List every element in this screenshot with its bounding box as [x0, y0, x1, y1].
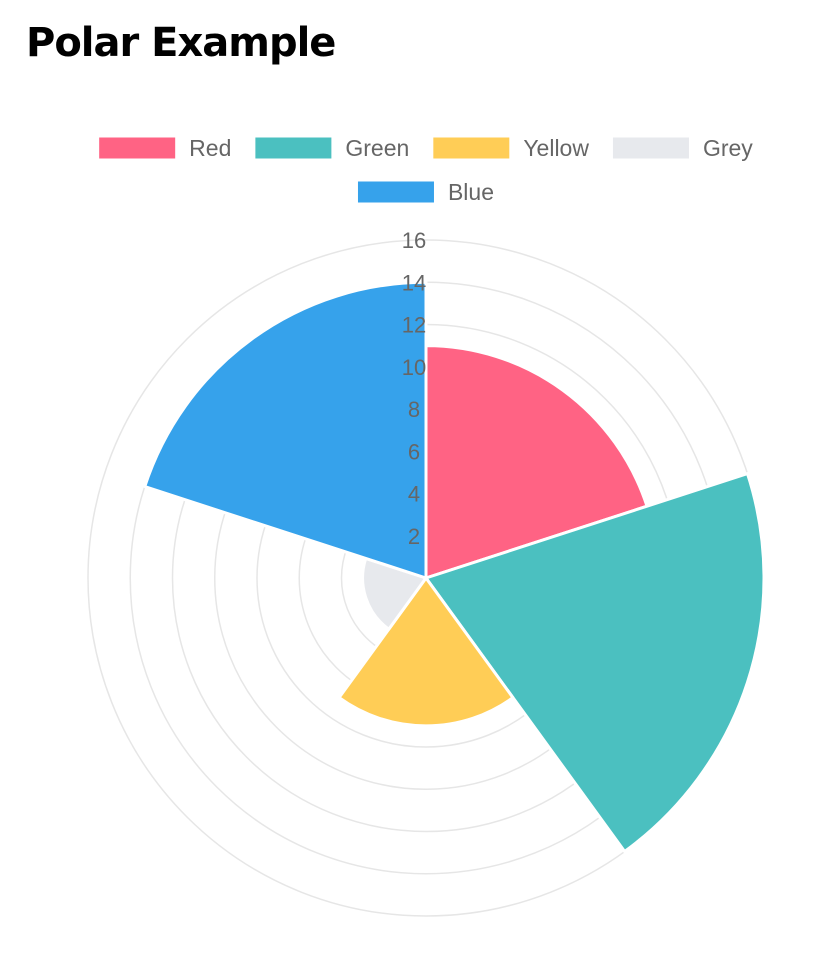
- segment-red[interactable]: [424, 344, 649, 580]
- legend-item-blue[interactable]: Blue: [357, 179, 494, 205]
- legend-item-red[interactable]: Red: [99, 135, 231, 161]
- legend-swatch: [99, 137, 176, 159]
- tick-label-4: 4: [408, 482, 420, 507]
- legend-label: Red: [189, 135, 231, 161]
- chart-legend: Red Green Yellow Grey Blue: [99, 135, 753, 205]
- legend-swatch: [255, 137, 332, 159]
- legend-label: Grey: [703, 135, 753, 161]
- legend-swatch: [433, 137, 510, 159]
- legend-item-green[interactable]: Green: [255, 135, 409, 161]
- segment-blue[interactable]: [143, 280, 428, 580]
- legend-label: Blue: [448, 179, 494, 205]
- legend-label: Yellow: [523, 135, 589, 161]
- legend-label: Green: [345, 135, 409, 161]
- legend-swatch: [612, 137, 689, 159]
- tick-label-10: 10: [402, 355, 426, 380]
- segment-grey[interactable]: [361, 556, 428, 631]
- page-title: Polar Example: [26, 20, 336, 66]
- chart-segments: [143, 280, 766, 853]
- legend-swatch: [357, 181, 434, 203]
- legend-item-grey[interactable]: Grey: [612, 135, 753, 161]
- tick-label-2: 2: [408, 524, 420, 549]
- tick-label-14: 14: [402, 270, 426, 295]
- legend-item-yellow[interactable]: Yellow: [433, 135, 589, 161]
- tick-label-8: 8: [408, 397, 420, 422]
- tick-label-16: 16: [402, 228, 426, 253]
- radial-tick-labels: 2 4 6 8 10 12 14 16: [402, 228, 426, 549]
- tick-label-6: 6: [408, 439, 420, 464]
- tick-label-12: 12: [402, 313, 426, 338]
- segment-yellow[interactable]: [337, 576, 515, 728]
- segment-green[interactable]: [424, 472, 766, 853]
